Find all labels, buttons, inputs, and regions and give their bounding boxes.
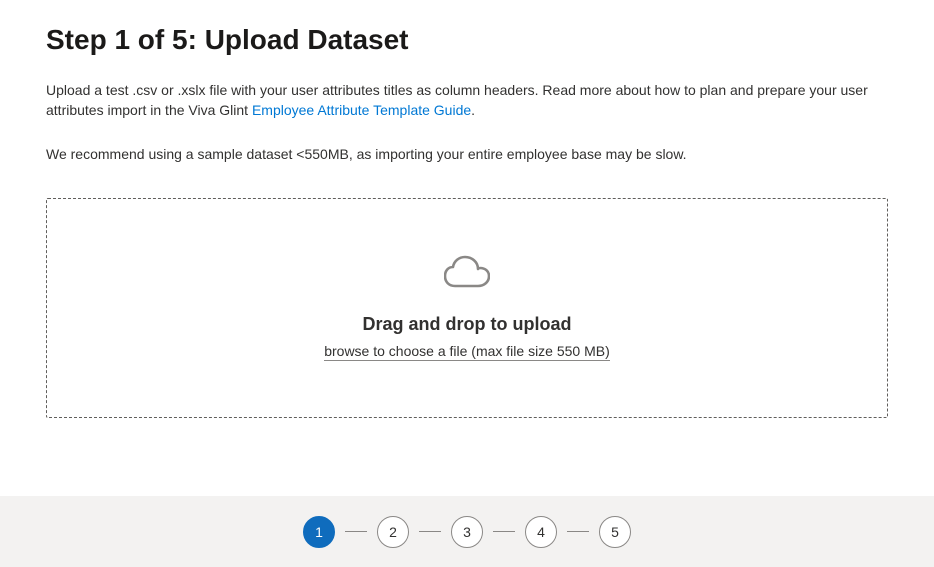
- step-connector: [567, 531, 589, 532]
- step-progress-bar: 1 2 3 4 5: [0, 496, 934, 567]
- upload-step-page: Step 1 of 5: Upload Dataset Upload a tes…: [0, 0, 934, 418]
- upload-description: Upload a test .csv or .xslx file with yo…: [46, 80, 888, 120]
- file-dropzone[interactable]: Drag and drop to upload browse to choose…: [46, 198, 888, 418]
- recommendation-text: We recommend using a sample dataset <550…: [46, 144, 888, 164]
- step-1[interactable]: 1: [303, 516, 335, 548]
- step-connector: [345, 531, 367, 532]
- step-4[interactable]: 4: [525, 516, 557, 548]
- dropzone-title: Drag and drop to upload: [363, 314, 572, 335]
- step-connector: [493, 531, 515, 532]
- step-2[interactable]: 2: [377, 516, 409, 548]
- step-connector: [419, 531, 441, 532]
- step-5[interactable]: 5: [599, 516, 631, 548]
- template-guide-link[interactable]: Employee Attribute Template Guide: [252, 102, 471, 118]
- page-title: Step 1 of 5: Upload Dataset: [46, 24, 888, 56]
- desc-text-2: .: [471, 102, 475, 118]
- cloud-upload-icon: [444, 255, 490, 296]
- browse-file-link[interactable]: browse to choose a file (max file size 5…: [324, 343, 610, 361]
- step-3[interactable]: 3: [451, 516, 483, 548]
